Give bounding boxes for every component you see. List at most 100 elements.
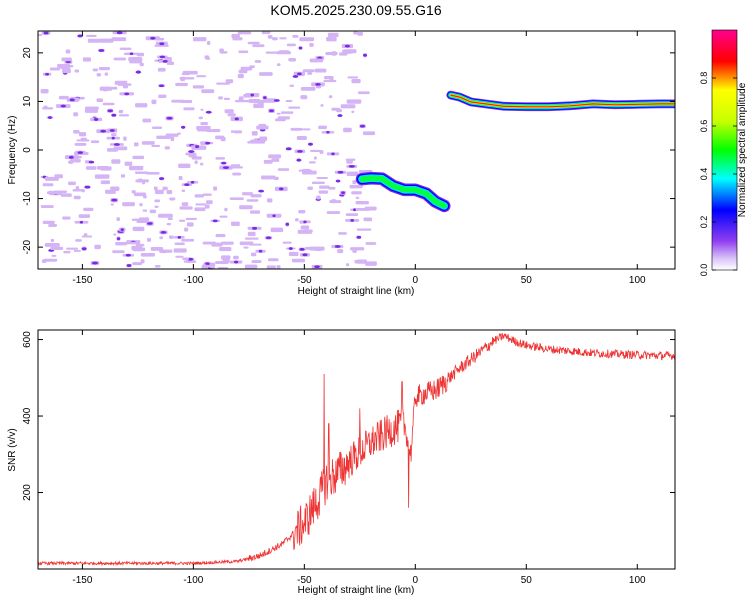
noise-peak — [288, 247, 293, 250]
y-tick-label: 10 — [22, 95, 33, 107]
noise-blob — [351, 191, 362, 195]
noise-blob — [167, 217, 173, 220]
noise-blob — [215, 157, 226, 160]
noise-blob — [222, 258, 230, 263]
noise-blob — [157, 67, 166, 72]
noise-blob — [78, 132, 87, 137]
noise-blob — [220, 241, 234, 245]
noise-peak — [331, 152, 335, 156]
noise-peak — [272, 214, 276, 218]
noise-peak — [356, 235, 362, 239]
noise-blob — [244, 264, 258, 269]
x-tick-label: 0 — [413, 575, 419, 586]
noise-blob — [318, 190, 329, 194]
noise-blob — [151, 126, 163, 129]
noise-peak — [116, 237, 121, 241]
noise-blob — [73, 112, 79, 117]
noise-blob — [38, 33, 43, 37]
noise-blob — [223, 97, 230, 101]
noise-peak — [69, 98, 75, 102]
noise-blob — [154, 189, 164, 195]
noise-blob — [188, 154, 197, 158]
noise-peak — [350, 219, 355, 222]
noise-blob — [290, 127, 303, 131]
noise-blob — [62, 216, 71, 220]
noise-blob — [349, 184, 363, 189]
noise-blob — [198, 116, 203, 120]
noise-peak — [315, 82, 321, 86]
upper-trace-band — [450, 94, 675, 108]
noise-blob — [43, 105, 48, 109]
noise-blob — [61, 57, 72, 62]
noise-blob — [40, 89, 49, 94]
noise-blob — [224, 207, 228, 212]
noise-blob — [202, 193, 212, 196]
colorbar-tick-label: 0.2 — [699, 216, 709, 229]
noise-peak — [126, 264, 132, 267]
noise-blob — [141, 141, 155, 145]
noise-peak — [205, 141, 211, 145]
noise-blob — [123, 136, 127, 141]
noise-blob — [250, 194, 262, 198]
noise-blob — [111, 37, 127, 42]
noise-peak — [129, 52, 134, 56]
noise-blob — [174, 242, 185, 246]
noise-blob — [241, 192, 253, 196]
noise-blob — [219, 48, 224, 53]
noise-blob — [156, 135, 171, 139]
spectrogram-x-label: Height of straight line (km) — [298, 286, 415, 297]
noise-blob — [154, 205, 159, 208]
noise-blob — [186, 222, 194, 227]
noise-blob — [175, 82, 188, 87]
y-tick-label: -10 — [22, 191, 33, 206]
noise-blob — [327, 32, 339, 38]
noise-blob — [229, 197, 244, 201]
noise-blob — [135, 179, 149, 183]
colorbar-tick-label: 0.8 — [699, 72, 709, 85]
noise-blob — [133, 192, 147, 197]
noise-blob — [178, 175, 183, 181]
noise-blob — [184, 227, 189, 232]
noise-peak — [159, 42, 165, 46]
noise-blob — [230, 130, 235, 134]
noise-blob — [166, 223, 172, 226]
noise-blob — [158, 94, 167, 98]
noise-blob — [96, 98, 103, 103]
noise-blob — [181, 189, 186, 192]
snr-y-label: SNR (v/v) — [7, 428, 18, 471]
noise-blob — [42, 183, 54, 187]
noise-blob — [200, 122, 208, 126]
noise-peak — [47, 116, 53, 119]
noise-blob — [320, 104, 324, 107]
noise-blob — [72, 189, 85, 192]
noise-peak — [221, 161, 227, 165]
noise-blob — [276, 265, 281, 269]
noise-peak — [258, 189, 265, 193]
noise-blob — [124, 161, 133, 166]
noise-blob — [201, 264, 209, 269]
noise-blob — [268, 154, 282, 159]
noise-peak — [285, 222, 290, 226]
noise-blob — [194, 194, 204, 198]
noise-blob — [49, 67, 61, 71]
noise-blob — [118, 114, 130, 117]
noise-blob — [288, 57, 296, 62]
noise-blob — [57, 63, 71, 68]
noise-blob — [151, 144, 161, 147]
noise-blob — [234, 99, 250, 103]
noise-blob — [356, 259, 367, 264]
noise-blob — [247, 41, 260, 45]
noise-blob — [160, 249, 167, 254]
x-tick-label: -100 — [183, 275, 203, 286]
noise-blob — [68, 181, 76, 186]
noise-blob — [266, 265, 276, 269]
noise-blob — [244, 237, 259, 240]
x-tick-label: -50 — [297, 275, 312, 286]
noise-blob — [238, 50, 249, 54]
noise-blob — [66, 247, 79, 250]
noise-blob — [112, 250, 125, 254]
noise-blob — [328, 95, 333, 99]
noise-blob — [345, 213, 359, 217]
noise-blob — [309, 43, 314, 47]
